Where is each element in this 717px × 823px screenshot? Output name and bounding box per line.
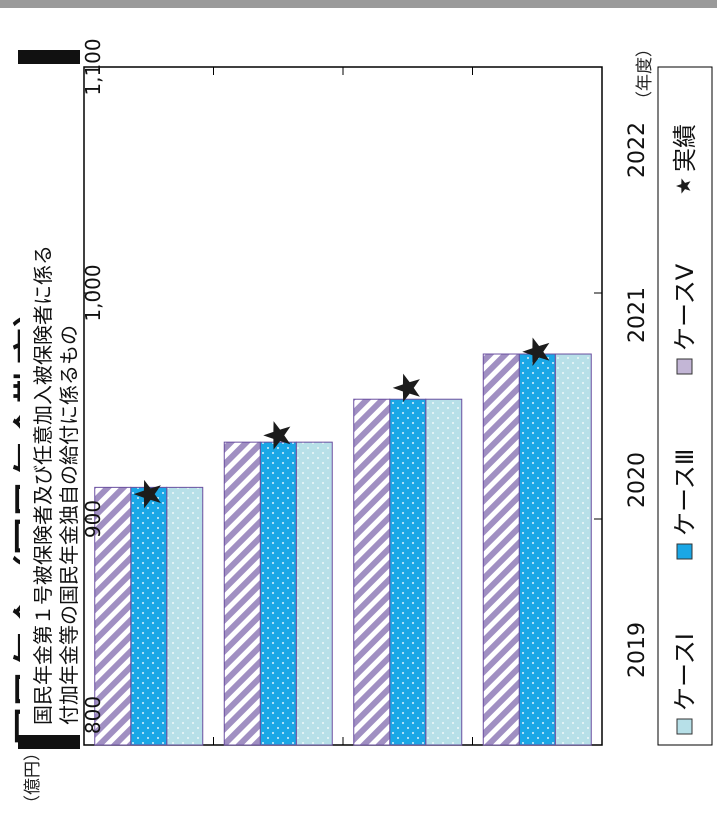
legend-label-2: ケースⅤ (671, 263, 699, 351)
legend-label-0: ケースⅠ (671, 633, 699, 711)
y-tick-label: 1,000 (81, 264, 105, 321)
legend-swatch-0 (676, 718, 693, 735)
actual-star-2020 (392, 373, 420, 403)
actual-star-2022 (133, 479, 161, 509)
bar-ケースⅠ-2020 (425, 398, 463, 746)
y-tick-label: 800 (81, 696, 105, 734)
x-tick-label-2021: 2021 (625, 287, 650, 343)
legend-box (657, 66, 713, 746)
bar-ケースⅤ-2020 (353, 398, 391, 746)
bar-ケースⅠ-2021 (295, 441, 333, 746)
legend-label-1: ケースⅢ (671, 449, 699, 536)
legend-swatch-2 (676, 358, 693, 375)
legend-label-actual: 実績 (671, 124, 699, 172)
bar-ケースⅤ-2022 (94, 486, 132, 746)
bar-ケースⅠ-2022 (166, 486, 204, 746)
x-tick-label-2020: 2020 (625, 452, 650, 508)
x-tick-label-2019: 2019 (625, 622, 650, 678)
x-tick-label-2022: 2022 (625, 122, 650, 178)
y-unit-label: （億円） (23, 744, 43, 812)
bar-ケースⅢ-2022 (130, 486, 168, 746)
legend-star-icon (676, 178, 691, 194)
subtitle-line-1: 国民年金第１号被保険者及び任意加入被保険者に係る (31, 245, 55, 725)
bar-ケースⅢ-2019 (518, 353, 556, 746)
subtitle-line-2: 付加年金等の国民年金独自の給付に係るもの (57, 325, 81, 725)
bar-ケースⅠ-2019 (554, 353, 592, 746)
bar-ケースⅤ-2021 (223, 441, 261, 746)
bar-ケースⅢ-2021 (259, 441, 297, 746)
bar-ケースⅢ-2020 (389, 398, 427, 746)
x-unit-label: （年度） (635, 40, 655, 108)
subtitle-banner (18, 50, 80, 749)
actual-star-2019 (522, 337, 550, 367)
bar-ケースⅤ-2019 (482, 353, 520, 746)
top-border (0, 0, 717, 8)
actual-star-2021 (263, 421, 291, 450)
y-tick-label: 1,100 (81, 38, 105, 95)
y-tick-label: 900 (81, 500, 105, 538)
legend-swatch-1 (676, 543, 693, 560)
